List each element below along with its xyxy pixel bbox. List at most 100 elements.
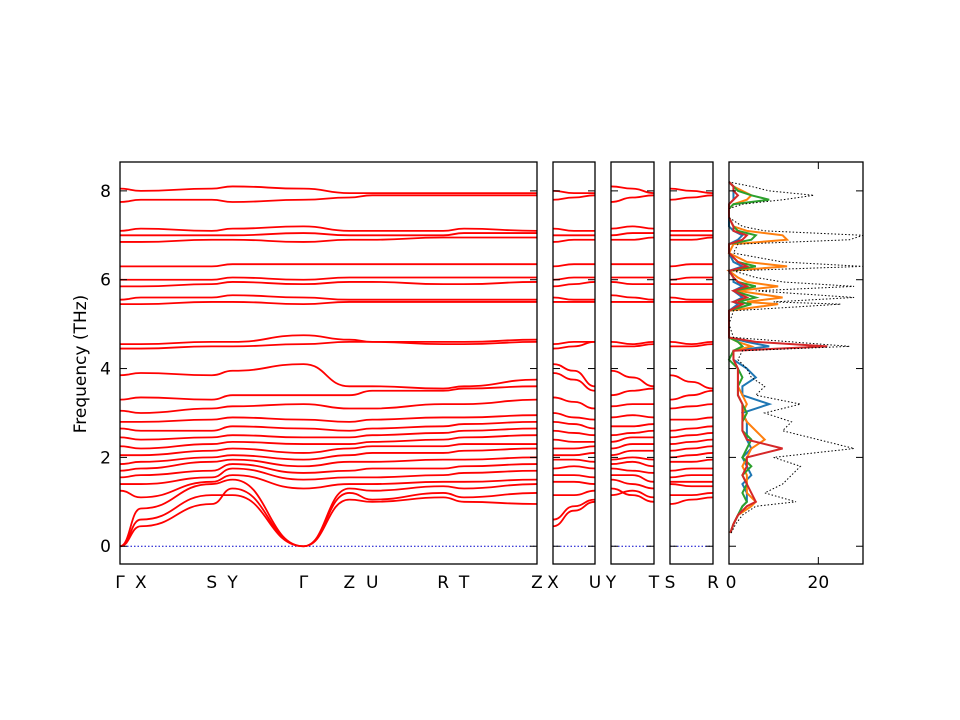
band-1-28 [119, 185, 537, 194]
band-1-18 [119, 334, 538, 346]
band-2-3 [552, 489, 596, 497]
kpoint-label: U [589, 573, 601, 593]
kpoint-label: Z [531, 573, 543, 593]
band-3-7 [610, 456, 655, 461]
band-3-14 [610, 403, 654, 408]
band-3-18 [610, 341, 655, 346]
band-4-3 [669, 483, 713, 488]
band-2-18 [552, 341, 595, 346]
kpoint-label: Y [605, 573, 617, 593]
band-1-21 [120, 281, 538, 288]
band-2-21 [552, 281, 596, 288]
kpoint-label: S [665, 573, 676, 593]
band-1-11 [119, 427, 538, 441]
kpoint-label: S [206, 573, 217, 593]
band-3-28 [610, 185, 655, 194]
panel-frame [119, 161, 538, 565]
band-3-16 [610, 369, 655, 388]
band-2-8 [553, 452, 596, 457]
band-2-6 [552, 465, 596, 470]
kpoint-label: Y [226, 573, 238, 593]
panel-frame [610, 161, 655, 565]
band-1-4 [119, 474, 538, 499]
y-axis-title: Frequency (THz) [71, 295, 91, 434]
band-1-16 [119, 363, 538, 390]
band-2-11 [552, 429, 596, 437]
band-4-2 [669, 492, 714, 497]
band-2-27 [552, 194, 596, 201]
band-1-12 [119, 420, 538, 432]
pdos-line-3 [727, 181, 770, 534]
band-2-13 [552, 412, 596, 421]
dos-frame [728, 161, 864, 565]
band-2-14 [552, 396, 596, 410]
band-4-11 [669, 432, 714, 439]
band-4-6 [669, 467, 713, 472]
band-3-24 [610, 236, 655, 241]
band-1-6 [119, 463, 538, 479]
band-2-26 [552, 227, 595, 232]
panel-frame [669, 161, 714, 565]
band-3-10 [610, 436, 654, 443]
y-tick-label: 6 [100, 271, 111, 291]
band-4-17 [670, 343, 714, 348]
band-2-12 [552, 420, 596, 430]
band-4-5 [669, 474, 713, 479]
band-3-17 [611, 343, 655, 348]
band-1-7 [119, 456, 538, 472]
band-1-17 [120, 341, 538, 350]
band-1-20 [119, 294, 537, 301]
dos-x-tick-label: 0 [726, 573, 737, 593]
band-1-9 [120, 443, 537, 457]
band-3-26 [610, 225, 655, 230]
band-4-14 [669, 403, 714, 410]
pdos-line-2 [726, 181, 790, 534]
band-2-1 [552, 500, 596, 528]
band-4-27 [669, 194, 714, 201]
band-3-20 [610, 294, 655, 301]
band-2-2 [552, 498, 596, 521]
band-3-4 [610, 474, 655, 483]
kpoint-label: Z [344, 573, 356, 593]
band-2-4 [552, 480, 596, 485]
dos-panel: 0 20 [726, 161, 864, 593]
band-1-14 [119, 398, 538, 414]
kpoint-label: T [648, 573, 660, 593]
band-2-10 [552, 438, 595, 443]
band-3-8 [610, 449, 654, 457]
band-4-24 [669, 236, 714, 241]
band-1-23 [120, 263, 537, 268]
kpoint-label: T [458, 573, 470, 593]
kpoint-label: R [707, 573, 719, 593]
band-2-16 [552, 363, 596, 388]
band-4-10 [669, 438, 714, 445]
band-3-15 [610, 387, 655, 397]
band-3-9 [610, 443, 654, 450]
band-4-7 [669, 458, 714, 463]
kpoint-label: X [135, 573, 147, 593]
band-2-20 [552, 296, 595, 301]
band-2-5 [552, 474, 596, 479]
band-3-25 [610, 232, 654, 237]
band-1-24 [120, 236, 537, 243]
band-1-22 [120, 276, 537, 281]
band-1-25 [120, 232, 537, 237]
band-4-16 [669, 374, 714, 390]
panel-frame [552, 161, 596, 565]
band-2-23 [552, 263, 595, 268]
band-3-13 [610, 414, 655, 419]
band-4-15 [669, 389, 714, 401]
band-2-24 [552, 238, 595, 243]
band-4-28 [669, 187, 714, 194]
dos-x-tick-label: 20 [808, 573, 830, 593]
band-3-11 [610, 429, 655, 437]
band-2-7 [552, 458, 596, 463]
band-4-1 [669, 496, 714, 505]
band-3-5 [610, 467, 655, 474]
band-3-2 [610, 489, 655, 499]
